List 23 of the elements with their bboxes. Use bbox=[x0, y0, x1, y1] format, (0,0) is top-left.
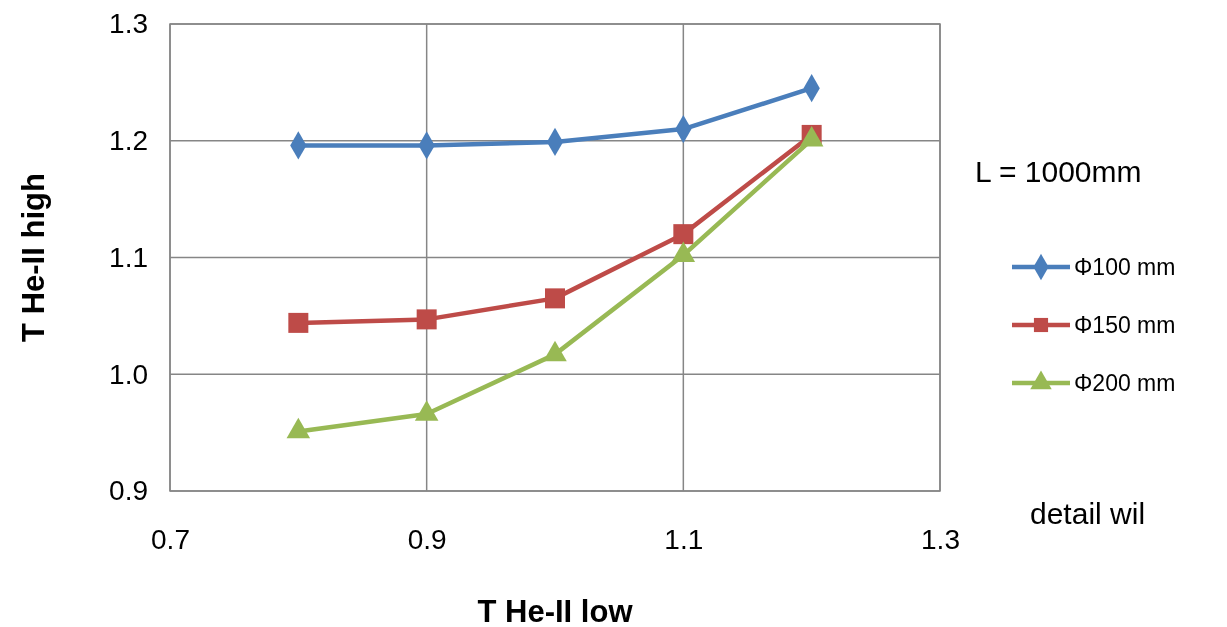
point bbox=[543, 340, 567, 362]
y-tick-label: 1.1 bbox=[109, 241, 148, 273]
text: detail wil bbox=[1030, 497, 1146, 530]
text: L = 1000mm bbox=[975, 155, 1142, 188]
y-tick-label: 1.2 bbox=[109, 125, 148, 157]
legend-label: Φ150 mm bbox=[1074, 312, 1176, 338]
point bbox=[286, 417, 311, 439]
x-tick-label: 0.9 bbox=[407, 523, 447, 555]
point bbox=[288, 312, 309, 333]
x-tick-label: 1.3 bbox=[921, 523, 960, 555]
x-axis-title: T He-II low bbox=[477, 594, 634, 627]
y-tick-label: 0.9 bbox=[109, 475, 148, 507]
y-tick-label: 1.3 bbox=[109, 8, 148, 40]
point bbox=[673, 224, 694, 245]
legend-label: Φ100 mm bbox=[1074, 254, 1176, 280]
x-tick-label: 1.1 bbox=[664, 523, 704, 555]
legend-label: Φ200 mm bbox=[1074, 370, 1176, 396]
point bbox=[545, 288, 565, 309]
y-tick-label: 1.0 bbox=[109, 358, 148, 390]
point bbox=[414, 400, 439, 421]
y-axis-title: T He-II high bbox=[16, 173, 51, 342]
point bbox=[416, 309, 437, 330]
x-tick-label: 0.7 bbox=[151, 523, 190, 555]
